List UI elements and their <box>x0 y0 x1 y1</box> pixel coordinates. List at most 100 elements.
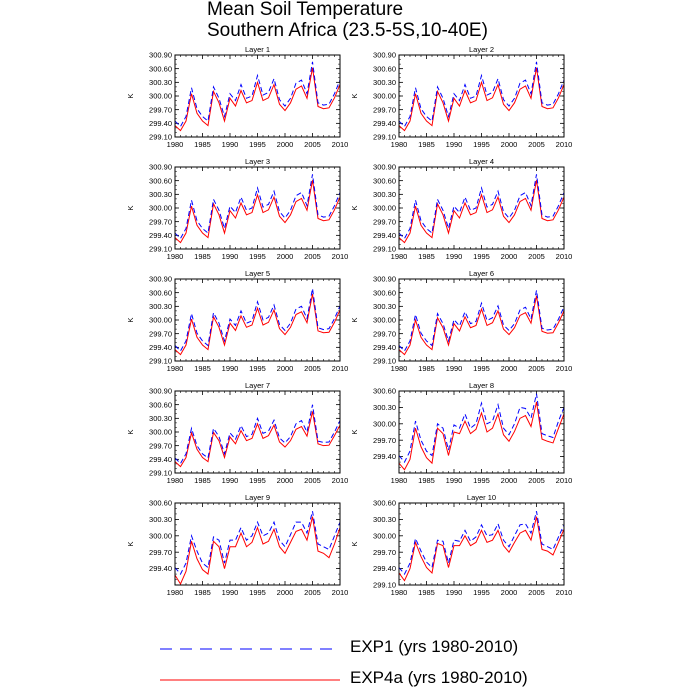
layer-5-y-axis-label: K <box>126 317 135 322</box>
layer-5-y-tick-label: 300.00 <box>149 316 172 325</box>
layer-4-x-tick-label: 1985 <box>418 252 435 261</box>
layer-5-y-tick-label: 300.90 <box>149 275 172 284</box>
layer-9-panel-title: Layer 9 <box>245 493 270 502</box>
layer-4-y-tick-label: 300.90 <box>373 163 396 172</box>
layer-3-y-tick-label: 299.40 <box>149 231 172 240</box>
layer-4-x-tick-label: 2005 <box>528 252 545 261</box>
layer-6-plot-frame <box>398 278 565 362</box>
layer-7-y-tick-label: 299.70 <box>149 441 172 450</box>
layer-1-y-tick-label: 299.10 <box>149 133 172 142</box>
layer-2-x-tick-label: 2010 <box>556 140 573 149</box>
layer-1-plot-frame <box>174 54 341 138</box>
layer-7-y-tick-label: 300.90 <box>149 387 172 396</box>
layer-2-panel-title: Layer 2 <box>469 45 494 54</box>
layer-5-x-tick-label: 1980 <box>167 364 184 373</box>
layer-10-panel-title: Layer 10 <box>467 493 496 502</box>
layer-5-x-tick-label: 1985 <box>194 364 211 373</box>
layer-5-y-tick-label: 299.70 <box>149 329 172 338</box>
layer-1-x-tick-label: 1990 <box>222 140 239 149</box>
layer-6-y-tick-label: 300.00 <box>373 316 396 325</box>
layer-3-y-tick-label: 300.90 <box>149 163 172 172</box>
layer-1-y-tick-label: 299.70 <box>149 105 172 114</box>
layer-7-y-tick-label: 300.60 <box>149 400 172 409</box>
layer-9-y-tick-label: 300.00 <box>149 531 172 540</box>
layer-1-x-tick-label: 1980 <box>167 140 184 149</box>
layer-5-x-tick-label: 1995 <box>249 364 266 373</box>
legend-label-exp4a: EXP4a (yrs 1980-2010) <box>350 668 528 687</box>
layer-1-y-axis-label: K <box>126 93 135 98</box>
layer-6-x-tick-label: 2000 <box>501 364 518 373</box>
layer-10-y-tick-label: 300.60 <box>373 499 396 508</box>
layer-5-series-exp4a-line <box>174 293 341 356</box>
layer-4-y-tick-label: 299.40 <box>373 231 396 240</box>
layer-7-x-tick-label: 1985 <box>194 476 211 485</box>
layer-1-y-tick-label: 300.00 <box>149 92 172 101</box>
layer-9-x-tick-label: 1995 <box>249 588 266 597</box>
layer-5-y-tick-label: 299.10 <box>149 357 172 366</box>
layer-2-y-tick-label: 300.00 <box>373 92 396 101</box>
layer-8-panel-title: Layer 8 <box>469 381 494 390</box>
layer-1-x-tick-label: 1995 <box>249 140 266 149</box>
layer-7-y-axis-label: K <box>126 429 135 434</box>
layer-9-x-tick-label: 1980 <box>167 588 184 597</box>
layer-8-x-tick-label: 1985 <box>418 476 435 485</box>
layer-8-series-exp4a-line <box>398 401 565 471</box>
layer-4-plot-frame <box>398 166 565 250</box>
layer-10-series-exp4a-line <box>398 516 565 582</box>
layer-2-y-tick-label: 299.40 <box>373 119 396 128</box>
layer-10-x-tick-label: 1980 <box>391 588 408 597</box>
layer-9-x-tick-label: 1990 <box>222 588 239 597</box>
layer-8-plot-frame <box>398 390 565 474</box>
layer-6-x-tick-label: 1990 <box>446 364 463 373</box>
layer-5-x-tick-label: 2005 <box>304 364 321 373</box>
layer-2-y-tick-label: 299.70 <box>373 105 396 114</box>
layer-9-plot-frame <box>174 502 341 586</box>
layer-2-y-tick-label: 300.90 <box>373 51 396 60</box>
layer-7-series-exp1-line <box>174 404 341 465</box>
layer-7-x-tick-label: 2010 <box>332 476 349 485</box>
layer-1-y-tick-label: 299.40 <box>149 119 172 128</box>
layer-6-y-tick-label: 300.90 <box>373 275 396 284</box>
layer-3-x-tick-label: 2005 <box>304 252 321 261</box>
layer-5-series-exp1-line <box>174 288 341 352</box>
layer-1-y-tick-label: 300.90 <box>149 51 172 60</box>
layer-1-series-exp1-line <box>174 61 341 128</box>
layer-9-y-tick-label: 299.70 <box>149 548 172 557</box>
layer-10-y-tick-label: 299.10 <box>373 581 396 590</box>
layer-4-y-tick-label: 300.30 <box>373 190 396 199</box>
layer-7-x-tick-label: 2005 <box>304 476 321 485</box>
layer-9-y-axis-label: K <box>126 541 135 546</box>
layer-8-x-tick-label: 2010 <box>556 476 573 485</box>
layer-6-x-tick-label: 1985 <box>418 364 435 373</box>
layer-2-y-tick-label: 300.30 <box>373 78 396 87</box>
layer-1-y-tick-label: 300.30 <box>149 78 172 87</box>
chart-title: Mean Soil Temperature <box>207 0 404 20</box>
layer-6-x-tick-label: 1995 <box>473 364 490 373</box>
layer-10-x-tick-label: 1985 <box>418 588 435 597</box>
layer-8-x-tick-label: 1990 <box>446 476 463 485</box>
layer-3-series-exp1-line <box>174 174 341 240</box>
layer-4-panel-title: Layer 4 <box>469 157 494 166</box>
layer-1-panel-title: Layer 1 <box>245 45 270 54</box>
layer-2-series-exp1-line <box>398 61 565 128</box>
layer-10-series-exp1-line <box>398 511 565 575</box>
layer-8-y-tick-label: 299.40 <box>373 452 396 461</box>
layer-2-y-axis-label: K <box>350 93 359 98</box>
layer-4-y-tick-label: 300.60 <box>373 176 396 185</box>
layer-5-y-tick-label: 300.30 <box>149 302 172 311</box>
layer-2-x-tick-label: 2005 <box>528 140 545 149</box>
layer-7-panel-title: Layer 7 <box>245 381 270 390</box>
layer-7-plot-frame <box>174 390 341 474</box>
layer-6-x-tick-label: 2005 <box>528 364 545 373</box>
layer-3-y-tick-label: 300.00 <box>149 204 172 213</box>
layer-7-series-exp4a-line <box>174 411 341 468</box>
layer-10-y-tick-label: 300.00 <box>373 531 396 540</box>
layer-5-y-tick-label: 300.60 <box>149 288 172 297</box>
layer-4-series-exp4a-line <box>398 180 565 244</box>
layer-3-x-tick-label: 1990 <box>222 252 239 261</box>
layer-8-y-axis-label: K <box>350 429 359 434</box>
layer-9-y-tick-label: 299.40 <box>149 564 172 573</box>
layer-7-y-tick-label: 299.10 <box>149 469 172 478</box>
layer-6-x-tick-label: 1980 <box>391 364 408 373</box>
